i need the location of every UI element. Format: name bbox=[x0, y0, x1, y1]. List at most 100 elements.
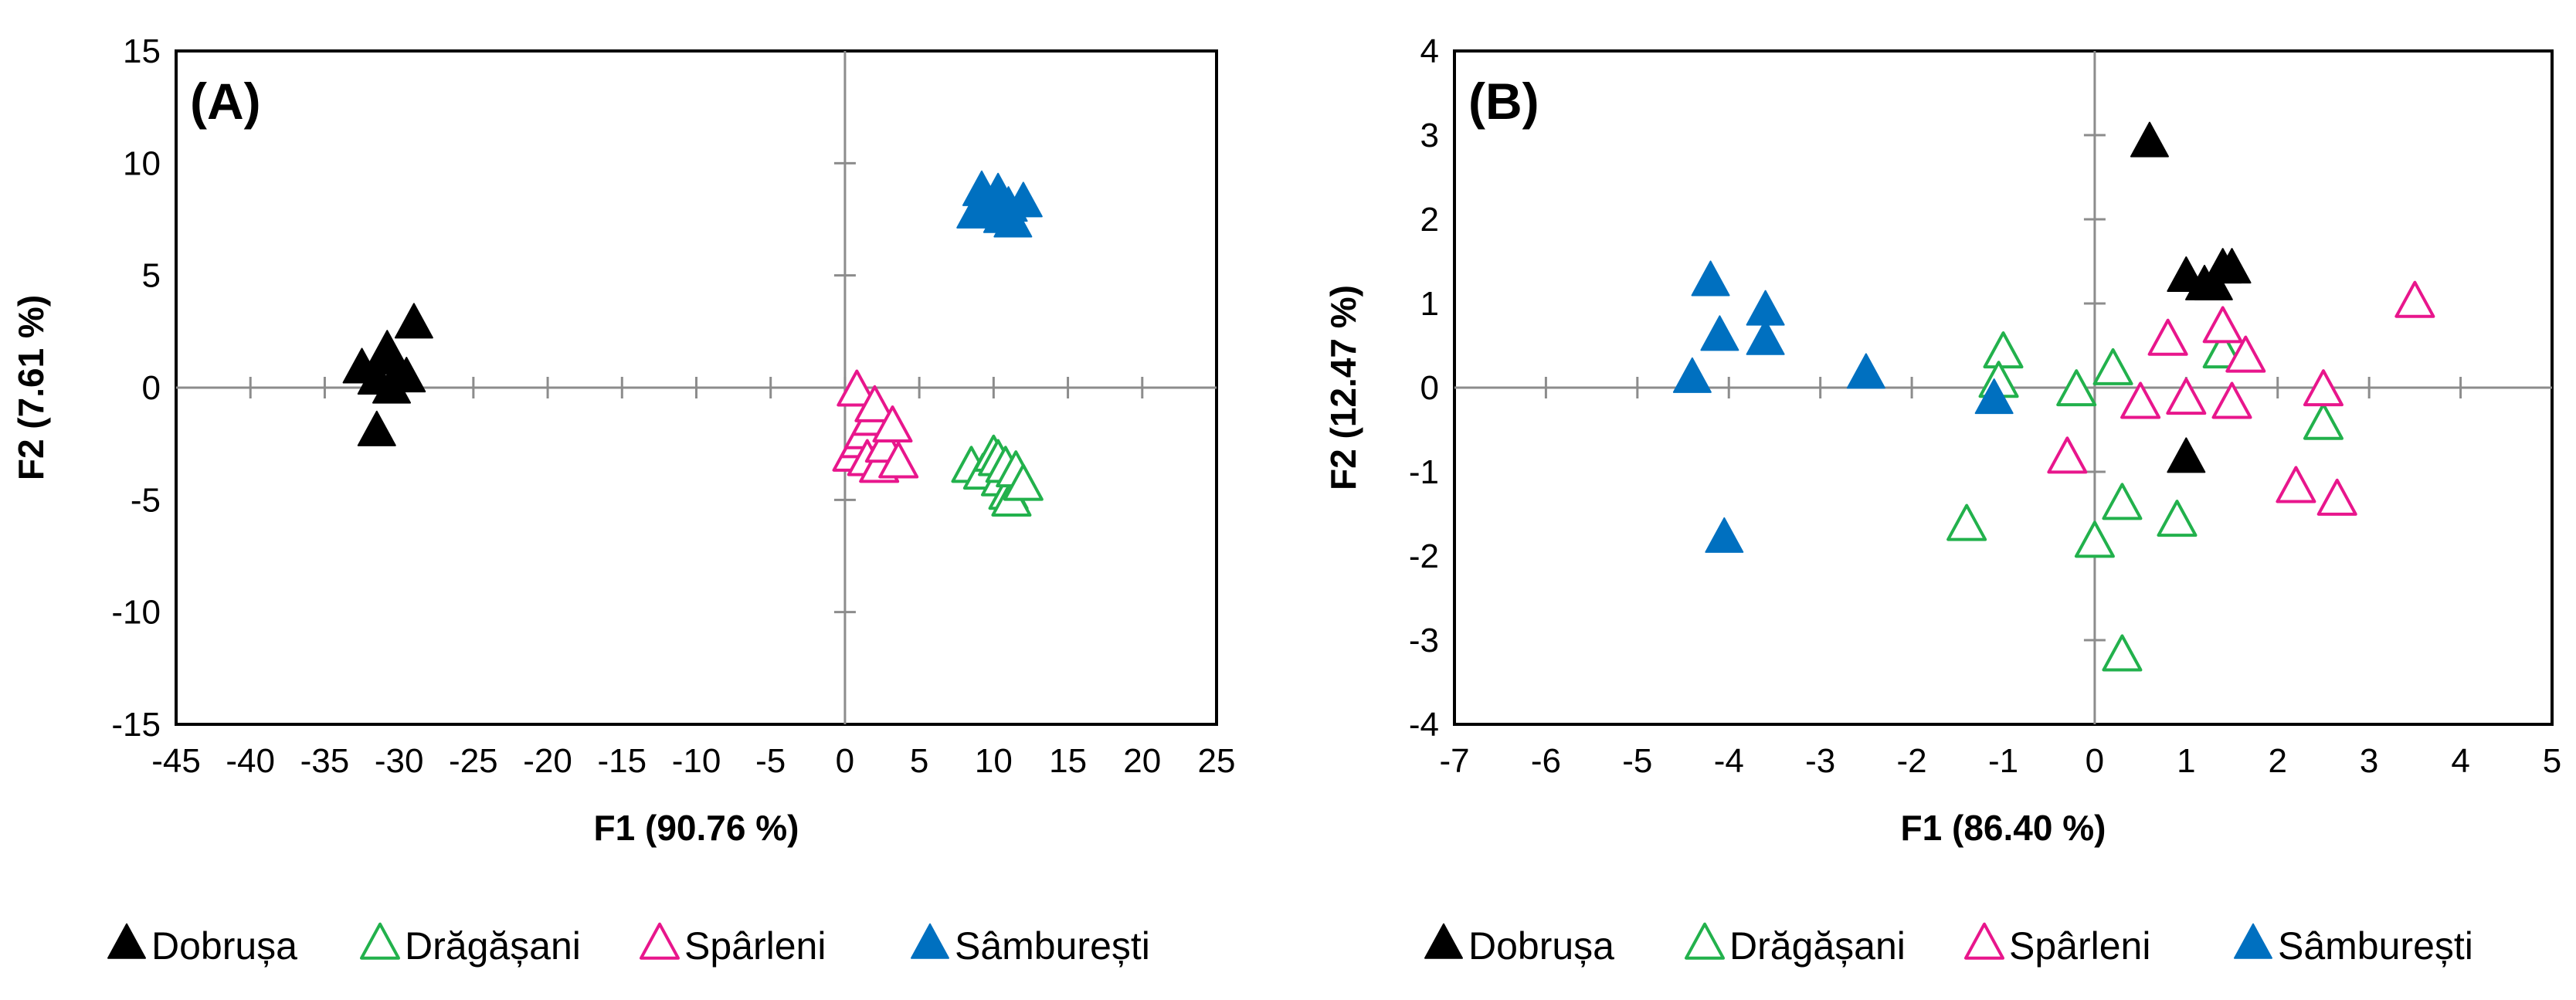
data-point bbox=[2167, 437, 2206, 473]
x-tick-label: -6 bbox=[1531, 742, 1561, 780]
y-axis-title: F2 (7.61 %) bbox=[11, 295, 51, 480]
y-tick-label: -10 bbox=[111, 594, 161, 632]
x-tick-label: -5 bbox=[755, 742, 786, 780]
data-point bbox=[2102, 634, 2143, 672]
data-point bbox=[2102, 483, 2143, 520]
x-tick-label: -1 bbox=[1988, 742, 2018, 780]
legend-item: Sâmburești bbox=[911, 923, 1150, 968]
y-tick-label: -3 bbox=[1409, 622, 1439, 659]
x-tick-label: -20 bbox=[523, 742, 572, 780]
x-tick-label: 10 bbox=[975, 742, 1013, 780]
series-Spârleni bbox=[2047, 280, 2435, 516]
y-tick-label: 0 bbox=[142, 369, 161, 407]
y-tick-label: 1 bbox=[1420, 285, 1439, 323]
data-point bbox=[878, 441, 919, 479]
data-point bbox=[2120, 381, 2161, 419]
series-Drăgășani bbox=[951, 434, 1044, 517]
data-point bbox=[854, 385, 895, 422]
series-Spârleni bbox=[832, 369, 919, 483]
data-point bbox=[1003, 181, 1043, 218]
data-point bbox=[1983, 331, 2024, 369]
data-point bbox=[1946, 503, 1987, 541]
legend-marker-icon bbox=[107, 923, 146, 959]
x-tick-label: 15 bbox=[1049, 742, 1087, 780]
legend-label: Drăgășani bbox=[1729, 924, 1906, 968]
y-tick-label: 10 bbox=[123, 144, 161, 182]
data-point bbox=[2303, 369, 2344, 407]
legend-item: Dobrușa bbox=[1424, 923, 1614, 968]
y-tick-label: -4 bbox=[1409, 706, 1439, 744]
y-tick-label: 2 bbox=[1420, 201, 1439, 239]
data-point bbox=[2394, 280, 2435, 318]
x-axis-title: F1 (90.76 %) bbox=[594, 808, 799, 848]
panel-label: (B) bbox=[1468, 73, 1539, 130]
x-tick-label: 5 bbox=[2543, 742, 2561, 780]
data-point bbox=[2194, 264, 2233, 300]
data-point bbox=[2211, 381, 2252, 419]
data-point bbox=[2056, 369, 2097, 407]
legend-marker-icon bbox=[1685, 922, 1725, 960]
data-point bbox=[1003, 463, 1044, 501]
data-point bbox=[368, 330, 407, 366]
data-point bbox=[2202, 306, 2243, 344]
y-tick-label: -15 bbox=[111, 706, 161, 744]
data-point bbox=[2225, 335, 2266, 373]
y-tick-label: -2 bbox=[1409, 537, 1439, 575]
legend-panel-a: Dobrușa Drăgășani Spârleni Sâmburești bbox=[107, 922, 1150, 968]
data-point bbox=[1700, 315, 1739, 351]
legend-item: Drăgășani bbox=[360, 922, 581, 968]
legend-marker-icon bbox=[1964, 922, 2004, 960]
legend-item: Dobrușa bbox=[107, 923, 297, 968]
series-Drăgășani bbox=[1946, 331, 2344, 672]
data-point bbox=[2276, 466, 2316, 503]
x-tick-label: -4 bbox=[1714, 742, 1744, 780]
data-point bbox=[2074, 520, 2115, 558]
data-point bbox=[357, 410, 396, 446]
data-point bbox=[2202, 331, 2243, 369]
data-point bbox=[2157, 500, 2198, 537]
y-axis-title: F2 (12.47 %) bbox=[1323, 285, 1363, 490]
x-tick-label: -3 bbox=[1805, 742, 1835, 780]
data-point bbox=[2316, 478, 2357, 516]
legend-item: Drăgășani bbox=[1685, 922, 1906, 968]
legend-marker-icon bbox=[911, 923, 949, 959]
x-tick-label: -45 bbox=[151, 742, 201, 780]
data-point bbox=[2092, 347, 2133, 385]
legend-item: Spârleni bbox=[1964, 922, 2150, 968]
x-tick-label: 3 bbox=[2360, 742, 2378, 780]
x-tick-label: -25 bbox=[449, 742, 498, 780]
x-tick-label: -2 bbox=[1897, 742, 1927, 780]
x-tick-label: 25 bbox=[1198, 742, 1236, 780]
legend-label: Spârleni bbox=[684, 924, 826, 968]
x-tick-label: -40 bbox=[226, 742, 275, 780]
x-tick-label: -7 bbox=[1439, 742, 1469, 780]
x-tick-label: 20 bbox=[1123, 742, 1161, 780]
data-point bbox=[993, 202, 1033, 238]
legend-label: Drăgășani bbox=[405, 924, 581, 968]
panel-label: (A) bbox=[190, 73, 261, 130]
x-tick-label: 1 bbox=[2177, 742, 2195, 780]
data-point bbox=[394, 303, 433, 339]
legend-label: Dobrușa bbox=[151, 924, 297, 968]
legend-label: Spârleni bbox=[2009, 924, 2150, 968]
legend-marker-icon bbox=[2234, 923, 2272, 959]
series-Sâmburești bbox=[1672, 260, 2014, 553]
legend-item: Spârleni bbox=[640, 922, 826, 968]
legend-marker-icon bbox=[1424, 923, 1463, 959]
x-tick-label: 0 bbox=[836, 742, 854, 780]
y-tick-label: 3 bbox=[1420, 117, 1439, 154]
x-axis-title: F1 (86.40 %) bbox=[1901, 808, 2106, 848]
y-tick-label: -5 bbox=[131, 481, 161, 519]
data-point bbox=[2303, 402, 2344, 440]
y-tick-label: 15 bbox=[123, 32, 161, 70]
y-tick-label: 4 bbox=[1420, 32, 1439, 70]
x-tick-label: -30 bbox=[375, 742, 424, 780]
data-point bbox=[2130, 121, 2169, 158]
x-tick-label: -35 bbox=[300, 742, 350, 780]
panel-a-chart: -45 -40 -35 -30 -25 -20 -15 -10 -5 0 5 10 15 20 25-15-… bbox=[11, 32, 1235, 848]
data-point bbox=[1705, 517, 1744, 553]
series-Sâmburești bbox=[956, 170, 1043, 238]
y-tick-label: 0 bbox=[1420, 369, 1439, 407]
data-point bbox=[2147, 318, 2188, 356]
